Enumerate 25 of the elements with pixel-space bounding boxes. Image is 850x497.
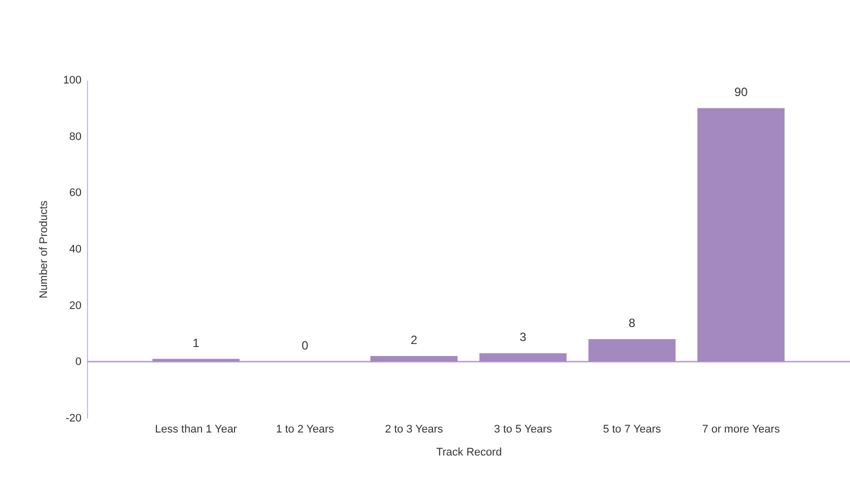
x-axis-title: Track Record [436,446,502,458]
bar [588,339,676,362]
x-tick-label: Less than 1 Year [155,424,238,436]
x-tick-label: 2 to 3 Years [384,424,444,436]
x-tick-label: 7 or more Years [702,424,780,436]
y-tick-label: 40 [69,244,82,256]
y-tick-label: 0 [75,356,82,368]
data-label: 8 [628,316,636,330]
y-tick-label: 80 [69,130,82,143]
y-tick-label: 60 [69,187,82,200]
data-label: 1 [192,336,200,350]
y-tick-label: -20 [66,412,82,424]
y-tick-label: 100 [63,74,82,86]
y-axis-title: Number of Products [38,200,50,298]
data-label: 2 [410,333,418,348]
data-label: 90 [734,85,748,100]
x-tick-label: 5 to 7 Years [602,424,662,436]
x-tick-label: 3 to 5 Years [494,424,553,436]
bar [697,108,785,362]
bar [370,356,458,362]
data-label: 3 [520,330,527,344]
y-tick-label: 20 [69,300,82,312]
x-tick-label: 1 to 2 Years [276,424,335,436]
bar [479,353,567,362]
data-label: 0 [302,338,309,353]
